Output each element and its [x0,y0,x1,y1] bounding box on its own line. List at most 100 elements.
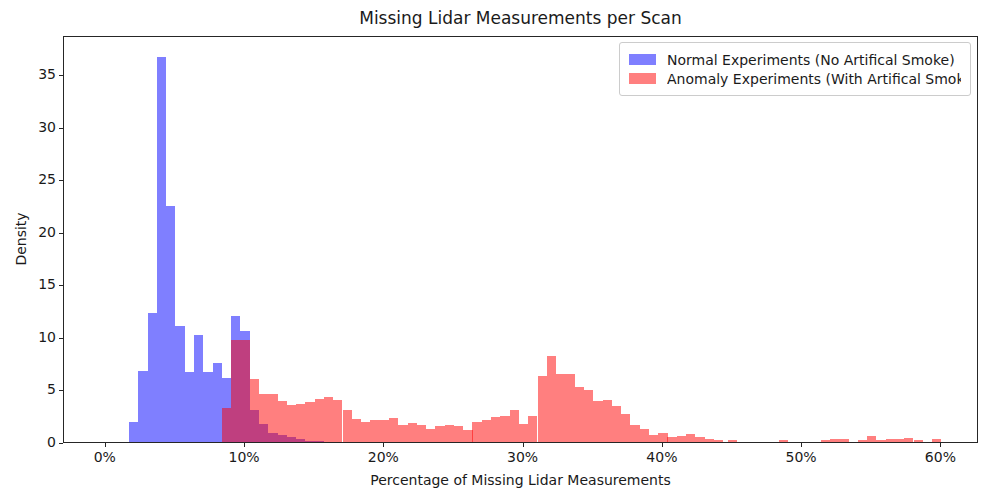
anomaly-histogram-bar [222,408,231,442]
anomaly-histogram-bar [296,404,305,442]
x-axis-tick-label: 40% [632,449,692,465]
x-axis-tick-mark [801,443,802,447]
anomaly-histogram-bar [705,439,714,442]
anomaly-histogram-bar [305,402,314,442]
legend: Normal Experiments (No Artifical Smoke) … [619,42,971,96]
anomaly-histogram-bar [821,440,830,442]
anomaly-histogram-bar [584,390,593,442]
anomaly-histogram-bar [398,425,407,442]
anomaly-histogram-bar [491,417,500,442]
anomaly-histogram-bar [914,440,923,442]
x-axis-tick-label: 50% [771,449,831,465]
x-axis-tick-mark [105,443,106,447]
anomaly-histogram-bar [250,379,259,442]
anomaly-histogram-bar [352,419,361,442]
anomaly-histogram-bar [556,374,565,442]
y-axis-tick-label: 5 [16,381,56,397]
anomaly-histogram-bar [324,397,333,442]
anomaly-histogram-bar [500,416,509,442]
anomaly-histogram-bar [565,374,574,442]
anomaly-histogram-bar [686,434,695,442]
anomaly-histogram-bar [361,422,370,442]
anomaly-histogram-bar [695,437,704,442]
y-axis-tick-label: 0 [16,434,56,450]
x-axis-tick-label: 30% [493,449,553,465]
anomaly-histogram-bar [876,440,885,442]
y-axis-tick-mark [59,233,63,234]
anomaly-histogram-bar [510,410,519,442]
x-axis-tick-label: 10% [214,449,274,465]
normal-histogram-bar [166,206,175,442]
anomaly-histogram-bar [389,418,398,442]
anomaly-histogram-bar [603,400,612,442]
y-axis-tick-label: 30 [16,119,56,135]
anomaly-histogram-bar [630,425,639,442]
anomaly-histogram-bar [231,340,240,442]
anomaly-histogram-bar [435,426,444,442]
y-axis-tick-label: 25 [16,171,56,187]
anomaly-histogram-bar [667,437,676,442]
anomaly-histogram-bar [612,406,621,442]
normal-histogram-bar [203,372,212,442]
normal-histogram-bar [185,372,194,442]
anomaly-legend-swatch [629,73,656,84]
anomaly-histogram-bar [932,439,941,442]
normal-legend-label: Normal Experiments (No Artifical Smoke) [667,52,955,68]
anomaly-histogram-bar [677,436,686,442]
anomaly-histogram-bar [886,439,895,442]
anomaly-histogram-bar [482,420,491,442]
anomaly-histogram-bar [426,429,435,442]
y-axis-tick-mark [59,443,63,444]
anomaly-histogram-bar [463,430,472,442]
anomaly-histogram-bar [333,400,342,442]
anomaly-histogram-bar [528,416,537,442]
anomaly-histogram-bar [839,439,848,442]
anomaly-histogram-bar [445,425,454,442]
legend-row-anomaly: Anomaly Experiments (With Artifical Smok… [629,69,961,88]
normal-legend-swatch [629,54,656,65]
normal-histogram-bar [194,335,203,442]
anomaly-histogram-bar [779,440,788,442]
plot-area [63,36,978,443]
anomaly-histogram-bar [240,340,249,442]
anomaly-histogram-bar [259,394,268,442]
anomaly-histogram-bar [895,439,904,442]
anomaly-histogram-bar [728,440,737,442]
y-axis-tick-mark [59,128,63,129]
x-axis-tick-mark [523,443,524,447]
y-axis-tick-mark [59,75,63,76]
x-axis-tick-label: 20% [353,449,413,465]
normal-histogram-bar [175,326,184,442]
anomaly-histogram-bar [575,387,584,442]
x-axis-tick-mark [244,443,245,447]
legend-row-normal: Normal Experiments (No Artifical Smoke) [629,50,961,69]
x-axis-label: Percentage of Missing Lidar Measurements [63,472,978,488]
x-axis-tick-label: 0% [75,449,135,465]
anomaly-histogram-bar [621,414,630,442]
anomaly-histogram-bar [370,420,379,442]
y-axis-tick-mark [59,390,63,391]
anomaly-histogram-bar [547,356,556,442]
y-axis-tick-mark [59,180,63,181]
normal-histogram-bar [138,371,147,443]
anomaly-histogram-bar [268,394,277,442]
y-axis-tick-label: 10 [16,329,56,345]
anomaly-histogram-bar [714,440,723,442]
anomaly-histogram-bar [408,423,417,442]
x-axis-tick-mark [662,443,663,447]
anomaly-histogram-bar [593,401,602,442]
normal-histogram-bar [129,422,138,442]
y-axis-tick-label: 20 [16,224,56,240]
y-axis-tick-mark [59,338,63,339]
anomaly-histogram-bar [315,399,324,442]
anomaly-histogram-bar [519,424,528,442]
x-axis-tick-mark [940,443,941,447]
anomaly-histogram-bar [343,410,352,442]
y-axis-tick-label: 15 [16,276,56,292]
x-axis-tick-mark [383,443,384,447]
anomaly-histogram-bar [640,429,649,442]
anomaly-histogram-bar [380,420,389,442]
anomaly-legend-label: Anomaly Experiments (With Artifical Smok… [667,71,961,87]
x-axis-tick-label: 60% [910,449,970,465]
anomaly-histogram-bar [858,440,867,442]
